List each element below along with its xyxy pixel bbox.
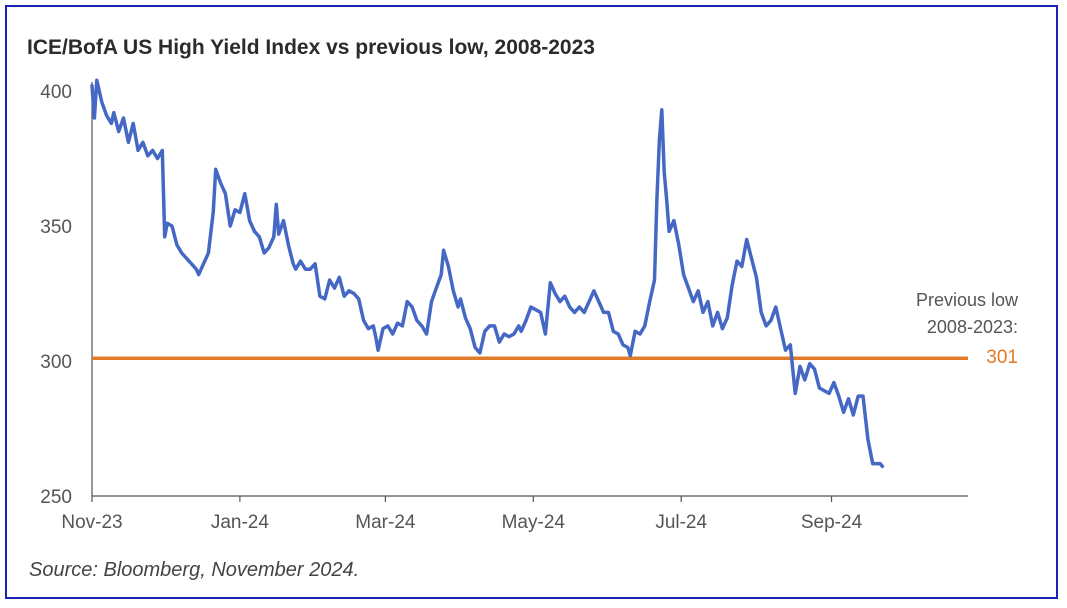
x-tick-label: Jul-24	[655, 512, 707, 533]
y-tick-label: 400	[40, 82, 72, 103]
x-tick-label: Jan-24	[211, 512, 270, 533]
y-tick-label: 350	[40, 217, 72, 238]
previous-low-label-line1: Previous low	[916, 290, 1019, 310]
y-tick-label: 300	[40, 352, 72, 373]
high-yield-index-line	[90, 78, 885, 469]
x-tick-label: Mar-24	[355, 512, 416, 533]
x-ticks: Nov-23 Jan-24 Mar-24 May-24 Jul-24 Sep-24	[61, 496, 863, 533]
previous-low-value-label: 301	[986, 347, 1018, 368]
previous-low-label-line2: 2008-2023:	[927, 317, 1018, 337]
x-tick-label: Nov-23	[61, 512, 122, 533]
source-note: Source: Bloomberg, November 2024.	[29, 559, 360, 581]
x-tick-label: May-24	[502, 512, 566, 533]
y-tick-label: 250	[40, 487, 72, 508]
chart-title: ICE/BofA US High Yield Index vs previous…	[27, 36, 595, 59]
x-tick-label: Sep-24	[801, 512, 863, 533]
y-ticks: 400 350 300 250	[40, 82, 72, 508]
chart-frame	[5, 5, 1058, 599]
axes	[91, 82, 968, 497]
